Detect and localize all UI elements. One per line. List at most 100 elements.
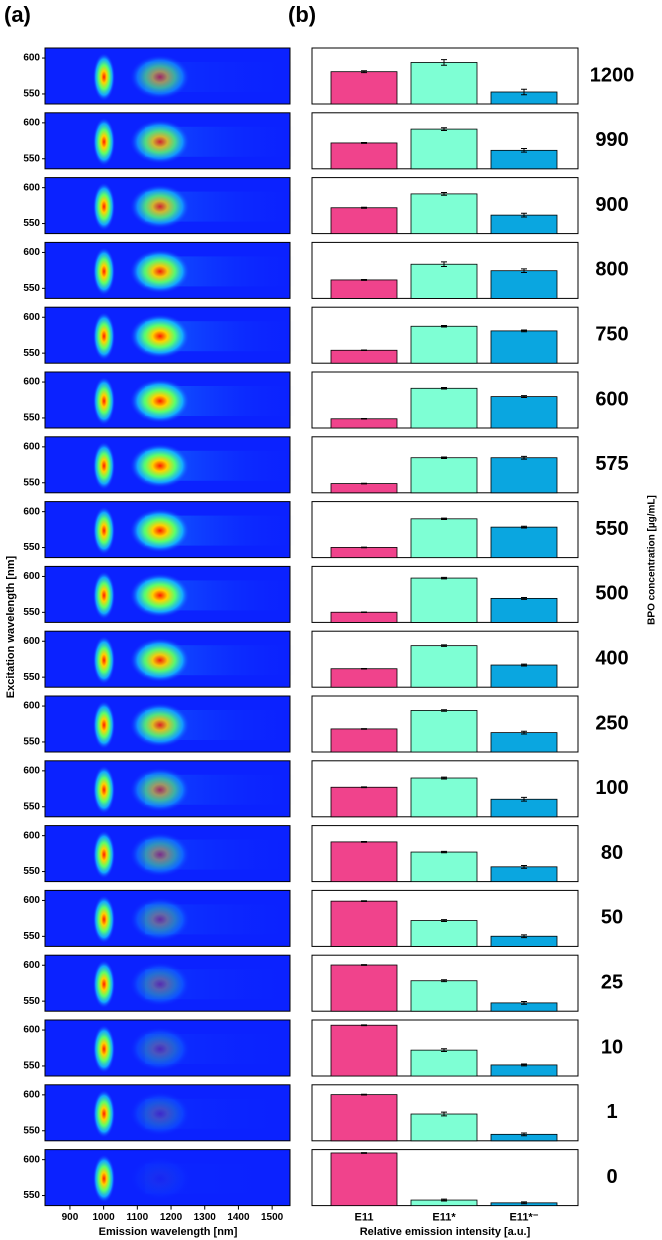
y-tick-label: 600 bbox=[23, 701, 40, 712]
heatmap-spot bbox=[130, 55, 190, 99]
error-bar bbox=[441, 1111, 447, 1117]
error-bar bbox=[441, 644, 447, 647]
heatmap bbox=[44, 436, 295, 494]
heatmap-spot bbox=[93, 830, 115, 879]
bar bbox=[330, 483, 398, 494]
heatmap-spot bbox=[93, 117, 115, 166]
bar bbox=[490, 664, 558, 688]
bar bbox=[410, 193, 478, 234]
error-bar bbox=[521, 1063, 527, 1067]
error-bar bbox=[521, 663, 527, 667]
error-bar bbox=[361, 1152, 367, 1154]
heatmap-spot bbox=[93, 247, 115, 296]
heatmap-frame bbox=[44, 695, 291, 753]
y-tick-label: 600 bbox=[23, 636, 40, 647]
error-bar bbox=[361, 206, 367, 209]
error-bar bbox=[521, 1001, 527, 1005]
bar bbox=[410, 851, 478, 883]
error-bar bbox=[361, 417, 367, 420]
y-tick-label: 600 bbox=[23, 765, 40, 776]
error-bar bbox=[521, 596, 527, 600]
error-bar bbox=[441, 919, 447, 922]
heatmap bbox=[44, 112, 295, 170]
error-bar bbox=[361, 278, 367, 281]
error-bar bbox=[521, 1132, 527, 1137]
concentration-label: 250 bbox=[595, 712, 628, 734]
bar bbox=[490, 149, 558, 170]
y-tick-label: 550 bbox=[23, 996, 40, 1007]
bar bbox=[410, 1113, 478, 1142]
heatmap bbox=[44, 241, 295, 299]
heatmap-spot bbox=[130, 573, 190, 618]
heatmap-frame bbox=[44, 177, 291, 235]
error-bar bbox=[441, 456, 447, 459]
error-bar bbox=[441, 517, 447, 521]
bar bbox=[490, 1064, 558, 1077]
bar bbox=[330, 1094, 398, 1142]
concentration-label: 575 bbox=[595, 453, 628, 475]
bar bbox=[330, 841, 398, 883]
bar bbox=[330, 1152, 398, 1207]
y-tick-label: 550 bbox=[23, 672, 40, 683]
y-tick-label: 550 bbox=[23, 283, 40, 294]
bar bbox=[330, 418, 398, 429]
heatmap-spot bbox=[93, 377, 115, 425]
concentration-label: 80 bbox=[601, 842, 623, 864]
heatmap-spot bbox=[93, 960, 115, 1009]
x-tick-label: 900 bbox=[62, 1212, 79, 1223]
heatmap-spot bbox=[130, 508, 190, 553]
error-bar bbox=[521, 525, 527, 529]
y-tick-label: 600 bbox=[23, 895, 40, 906]
error-bar bbox=[441, 192, 447, 196]
bar bbox=[330, 786, 398, 818]
heatmap-frame bbox=[44, 1084, 291, 1142]
heatmap-spot bbox=[130, 1027, 190, 1071]
error-bar bbox=[361, 728, 367, 730]
bar bbox=[490, 526, 558, 559]
y-tick-label: 550 bbox=[23, 737, 40, 748]
bar bbox=[410, 645, 478, 688]
error-bar bbox=[361, 964, 367, 966]
heatmap bbox=[44, 825, 295, 883]
error-bar bbox=[361, 786, 367, 789]
heatmap bbox=[44, 565, 295, 623]
heatmap-frame bbox=[44, 1019, 291, 1077]
heatmap-spot bbox=[130, 249, 190, 294]
error-bar bbox=[361, 349, 367, 352]
y-axis-label: Excitation wavelength [nm] bbox=[5, 555, 17, 698]
bar bbox=[330, 964, 398, 1012]
bar bbox=[490, 396, 558, 429]
heatmap-spot bbox=[130, 767, 190, 812]
concentration-label: 600 bbox=[595, 388, 628, 410]
error-bar bbox=[441, 776, 447, 780]
bar bbox=[410, 518, 478, 559]
error-bar bbox=[441, 979, 447, 983]
heatmap-spot bbox=[130, 832, 190, 877]
y-tick-label: 600 bbox=[23, 1154, 40, 1165]
error-bar bbox=[441, 709, 447, 712]
bar bbox=[410, 457, 478, 494]
heatmap-frame bbox=[44, 371, 291, 429]
heatmap bbox=[44, 306, 295, 364]
error-bar bbox=[441, 1048, 447, 1053]
heatmap-spot bbox=[130, 638, 190, 683]
heatmap-spot bbox=[93, 312, 115, 361]
concentration-label: 1 bbox=[606, 1101, 617, 1123]
bar bbox=[410, 263, 478, 299]
error-bar bbox=[441, 325, 447, 328]
bar bbox=[410, 710, 478, 753]
bar bbox=[490, 866, 558, 882]
bar bbox=[330, 547, 398, 558]
y-tick-label: 600 bbox=[23, 312, 40, 323]
heatmap-frame bbox=[44, 47, 291, 105]
x-axis-label: Emission wavelength [nm] bbox=[99, 1226, 238, 1238]
error-bar bbox=[521, 88, 527, 96]
y-tick-label: 550 bbox=[23, 89, 40, 100]
concentration-label: 900 bbox=[595, 194, 628, 216]
y-tick-label: 600 bbox=[23, 506, 40, 517]
y-tick-label: 600 bbox=[23, 441, 40, 452]
error-bar bbox=[361, 1093, 367, 1096]
x-tick-label: 1500 bbox=[261, 1212, 284, 1223]
concentration-label: 100 bbox=[595, 777, 628, 799]
bar bbox=[410, 1049, 478, 1077]
